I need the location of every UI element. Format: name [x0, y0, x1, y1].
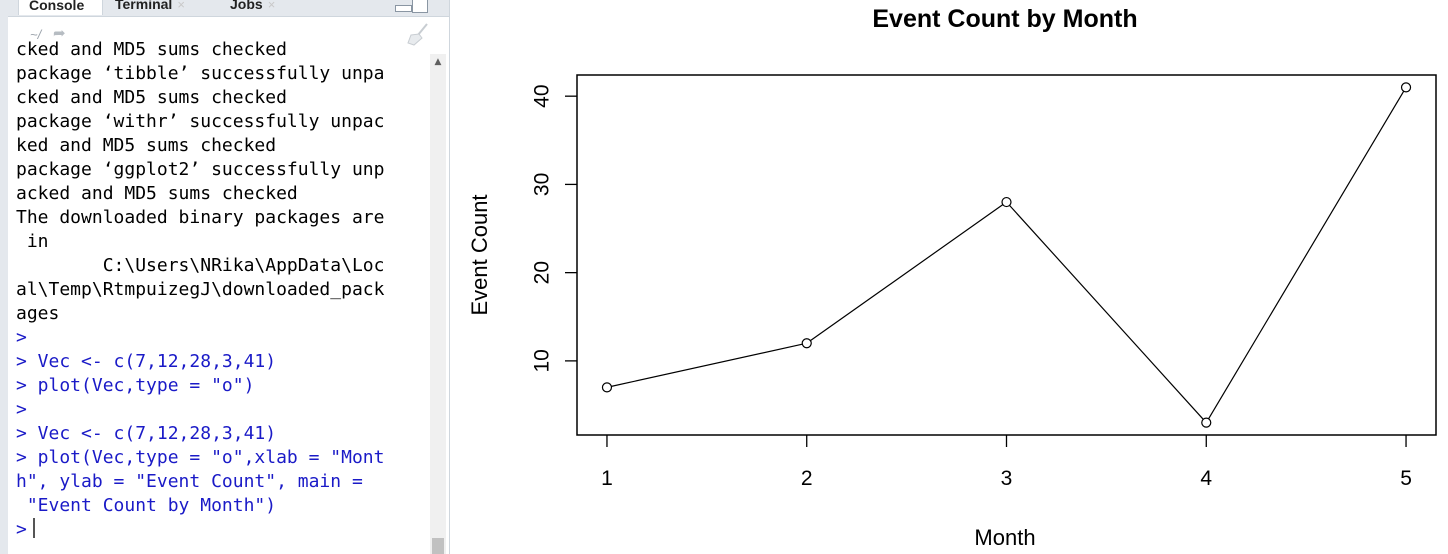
console-tabbar: Console Terminal × Jobs × — [8, 0, 449, 17]
series-line-segment — [611, 343, 803, 387]
x-tick-label: 4 — [1200, 467, 1212, 490]
console-output-line: acked and MD5 sums checked — [16, 183, 298, 204]
tab-terminal[interactable]: Terminal × — [105, 0, 217, 15]
data-point — [601, 382, 613, 393]
console-output[interactable]: cked and MD5 sums checked package ‘tibble… — [16, 38, 430, 554]
console-command-line: > plot(Vec,type = "o",xlab = "Mont — [16, 447, 385, 468]
x-axis-label: Month — [974, 525, 1035, 550]
console-command-line: > — [16, 399, 27, 420]
tab-console-label: Console — [29, 0, 85, 13]
x-tick-label: 5 — [1400, 467, 1412, 490]
tab-terminal-label: Terminal — [115, 0, 173, 12]
series-line-segment — [1009, 204, 1204, 420]
console-output-line: cked and MD5 sums checked — [16, 87, 287, 108]
y-tick-label: 40 — [530, 84, 553, 107]
console-command-line: > — [16, 327, 27, 348]
tab-jobs[interactable]: Jobs × — [220, 0, 300, 15]
series-line-segment — [810, 204, 1004, 342]
console-pane: Console Terminal × Jobs × ~/ ➦ cked and MD… — [0, 0, 450, 554]
maximize-pane-icon[interactable] — [412, 0, 428, 13]
go-to-directory-icon[interactable]: ➦ — [53, 24, 66, 42]
series-line-segment — [1208, 90, 1405, 420]
x-tick-label: 1 — [601, 467, 613, 490]
data-point — [1001, 196, 1012, 208]
chart-title: Event Count by Month — [872, 5, 1137, 33]
scroll-thumb[interactable] — [432, 538, 444, 554]
console-output-line: C:\Users\NRika\AppData\Loc — [16, 255, 385, 276]
console-output-line: package ‘ggplot2’ successfully unp — [16, 159, 385, 180]
console-output-line: The downloaded binary packages are — [16, 207, 385, 228]
console-output-line: cked and MD5 sums checked — [16, 39, 287, 60]
close-icon[interactable]: × — [267, 0, 276, 12]
plot-pane: Event Count by Month Month Event Count 1… — [450, 0, 1448, 554]
data-point — [1201, 417, 1212, 428]
pane-controls — [395, 0, 431, 14]
console-output-line: ked and MD5 sums checked — [16, 135, 277, 156]
data-point — [1400, 82, 1412, 93]
tab-jobs-label: Jobs — [230, 0, 263, 12]
minimize-pane-icon[interactable] — [395, 5, 412, 12]
y-tick-label: 10 — [530, 349, 553, 372]
line-chart: Event Count by Month Month Event Count 1… — [467, 5, 1437, 550]
console-output-line: al\Temp\RtmpuizegJ\downloaded_pack — [16, 279, 385, 300]
y-axis-label: Event Count — [467, 194, 492, 315]
close-icon[interactable]: × — [177, 0, 185, 12]
working-directory-path: ~/ — [30, 27, 42, 42]
console-output-line: package ‘withr’ successfully unpac — [16, 111, 385, 132]
clear-console-icon[interactable] — [405, 21, 431, 47]
console-scrollbar[interactable]: ▲ — [430, 54, 446, 554]
console-command-line: > Vec <- c(7,12,28,3,41) — [16, 423, 277, 444]
console-command-line: "Event Count by Month") — [16, 495, 277, 516]
y-tick-label: 20 — [530, 261, 553, 284]
console-command-line: > plot(Vec,type = "o") — [16, 375, 255, 396]
y-tick-label: 30 — [530, 173, 553, 196]
console-output-line: ages — [16, 303, 60, 324]
console-command-line: h", ylab = "Event Count", main = — [16, 471, 363, 492]
pane-gutter — [0, 0, 8, 554]
plot-frame — [576, 74, 1437, 436]
x-tick-label: 3 — [1001, 467, 1013, 490]
console-output-line: in — [16, 231, 49, 252]
working-directory-bar: ~/ ➦ — [8, 17, 449, 49]
console-output-line: package ‘tibble’ successfully unpa — [16, 63, 385, 84]
scroll-up-icon[interactable]: ▲ — [434, 57, 442, 67]
console-command-line: > Vec <- c(7,12,28,3,41) — [16, 351, 277, 372]
console-command-line: > — [16, 519, 27, 540]
text-cursor — [32, 518, 35, 538]
tab-console[interactable]: Console — [18, 0, 103, 15]
data-point — [801, 338, 812, 349]
x-tick-label: 2 — [801, 467, 813, 490]
